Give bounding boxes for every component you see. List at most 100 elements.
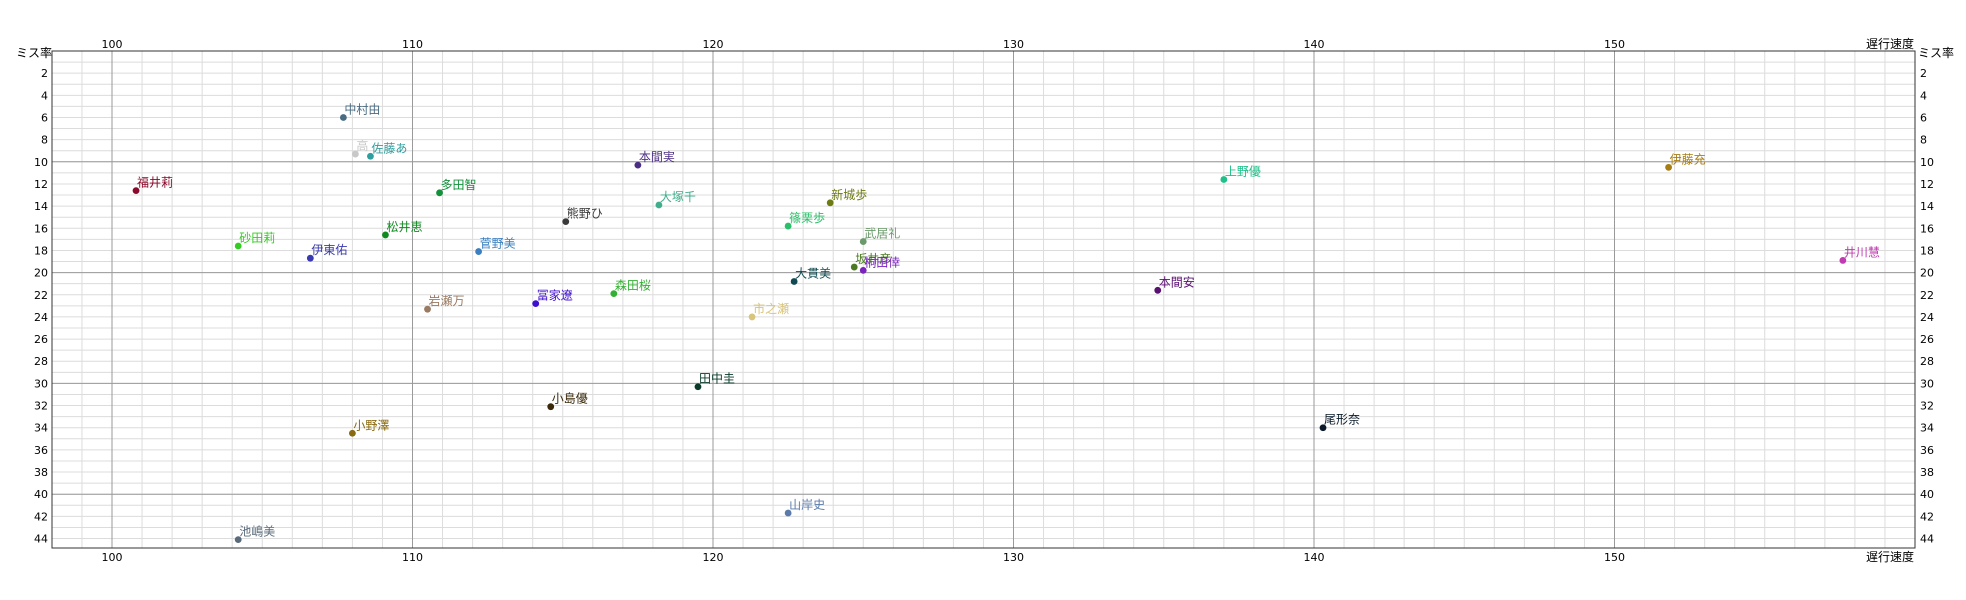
y-tick-label-right: 20	[1920, 267, 1934, 280]
data-point	[436, 189, 443, 197]
minor-gridlines	[52, 51, 1915, 548]
data-point	[234, 242, 242, 250]
data-point	[234, 536, 242, 544]
y-tick-label-right: 22	[1920, 289, 1934, 302]
y-tick-label-right: 38	[1920, 466, 1934, 479]
y-tick-label-right: 2	[1920, 67, 1927, 80]
y-tick-label-left: 40	[34, 488, 48, 501]
data-point	[826, 199, 834, 207]
x-tick-label-bottom: 110	[402, 551, 423, 564]
data-point	[694, 383, 702, 391]
y-tick-label-right: 4	[1920, 89, 1927, 102]
data-point-label: 山岸史	[789, 498, 825, 512]
x-tick-label-top: 140	[1304, 38, 1325, 51]
y-tick-label-left: 12	[34, 178, 48, 191]
data-point	[850, 263, 858, 271]
data-point-label: 伊東佑	[311, 243, 347, 257]
data-point	[790, 278, 798, 285]
y-tick-label-left: 8	[41, 134, 48, 147]
x-tick-label-bottom: 150	[1604, 551, 1625, 564]
y-tick-label-right: 30	[1920, 377, 1934, 390]
x-tick-label-top: 150	[1604, 38, 1625, 51]
data-point-label: 小野澤	[353, 418, 389, 432]
y-tick-label-left: 26	[34, 333, 48, 346]
data-point	[1839, 257, 1847, 264]
data-point-label: 坂井彦	[855, 251, 891, 266]
data-point	[132, 187, 140, 195]
y-axis-title-right: ミス率	[1918, 45, 1954, 60]
y-tick-label-right: 34	[1920, 422, 1934, 435]
data-point	[655, 201, 663, 209]
y-tick-label-right: 8	[1920, 134, 1927, 147]
data-point	[748, 313, 756, 321]
data-point	[634, 161, 642, 169]
y-tick-label-left: 18	[34, 244, 48, 257]
x-tick-label-top: 130	[1003, 38, 1024, 51]
data-point-label: 田中圭	[699, 371, 735, 386]
data-point-label: 冨家遼	[537, 288, 573, 303]
y-tick-label-left: 6	[41, 111, 48, 124]
data-point	[784, 509, 792, 517]
x-tick-label-bottom: 120	[703, 551, 724, 564]
x-tick-label-top: 120	[703, 38, 724, 51]
data-point-label: 桐田倖	[864, 255, 900, 269]
data-point-label: 松井恵	[386, 220, 422, 234]
y-tick-label-left: 14	[34, 200, 48, 213]
data-point	[859, 238, 867, 245]
data-point-label: 砂田莉	[239, 231, 275, 245]
data-point-label: 市之瀬	[753, 301, 789, 316]
y-tick-label-left: 42	[34, 510, 48, 523]
plot-frame	[51, 50, 1916, 549]
data-point	[562, 218, 570, 226]
data-point	[1319, 424, 1327, 432]
data-point	[339, 114, 347, 121]
y-tick-label-right: 44	[1920, 533, 1934, 546]
y-tick-label-left: 22	[34, 289, 48, 302]
data-point-label: 本間安	[1159, 274, 1195, 289]
data-point-label: 新城歩	[831, 187, 867, 202]
y-axis-title-left: ミス率	[16, 45, 52, 60]
data-point	[367, 152, 374, 160]
y-tick-label-right: 18	[1920, 244, 1934, 257]
y-tick-label-left: 32	[34, 400, 48, 413]
y-tick-label-left: 36	[34, 444, 48, 457]
data-point-label: 井川慧	[1844, 244, 1880, 259]
data-point	[349, 429, 356, 437]
major-gridlines	[52, 51, 1915, 548]
y-tick-label-left: 34	[34, 422, 48, 435]
data-point-label: 中村由	[344, 101, 380, 116]
y-tick-label-right: 26	[1920, 333, 1934, 346]
y-tick-label-right: 36	[1920, 444, 1934, 457]
data-point-label: 福井莉	[137, 175, 173, 190]
data-point	[547, 403, 555, 411]
data-point	[610, 290, 618, 298]
data-point	[1220, 176, 1228, 183]
x-tick-label-top: 100	[102, 38, 123, 51]
data-point-label: 岩瀬万	[429, 293, 465, 308]
y-tick-label-right: 32	[1920, 400, 1934, 413]
data-point-label: 武居礼	[864, 226, 900, 241]
x-tick-label-bottom: 100	[102, 551, 123, 564]
y-tick-label-right: 24	[1920, 311, 1934, 324]
data-point-label: 伊藤充	[1670, 151, 1706, 166]
data-point	[475, 248, 483, 255]
data-point	[1154, 286, 1162, 294]
data-point-label: 池嶋美	[239, 525, 275, 539]
data-point	[784, 222, 792, 230]
data-point	[306, 254, 314, 262]
data-point-label: 大塚千	[660, 190, 696, 204]
y-tick-label-right: 10	[1920, 156, 1934, 169]
x-axis-title-top: 遅行速度	[1866, 36, 1914, 51]
y-tick-label-right: 12	[1920, 178, 1934, 191]
data-point	[382, 231, 389, 239]
y-tick-label-left: 28	[34, 355, 48, 368]
data-point-label: 篠栗歩	[789, 210, 825, 225]
y-tick-label-right: 28	[1920, 355, 1934, 368]
data-point-label: 佐藤あ	[371, 141, 407, 155]
y-tick-label-left: 16	[34, 222, 48, 235]
x-tick-label-bottom: 130	[1003, 551, 1024, 564]
data-point-label: 大貫美	[795, 266, 831, 280]
